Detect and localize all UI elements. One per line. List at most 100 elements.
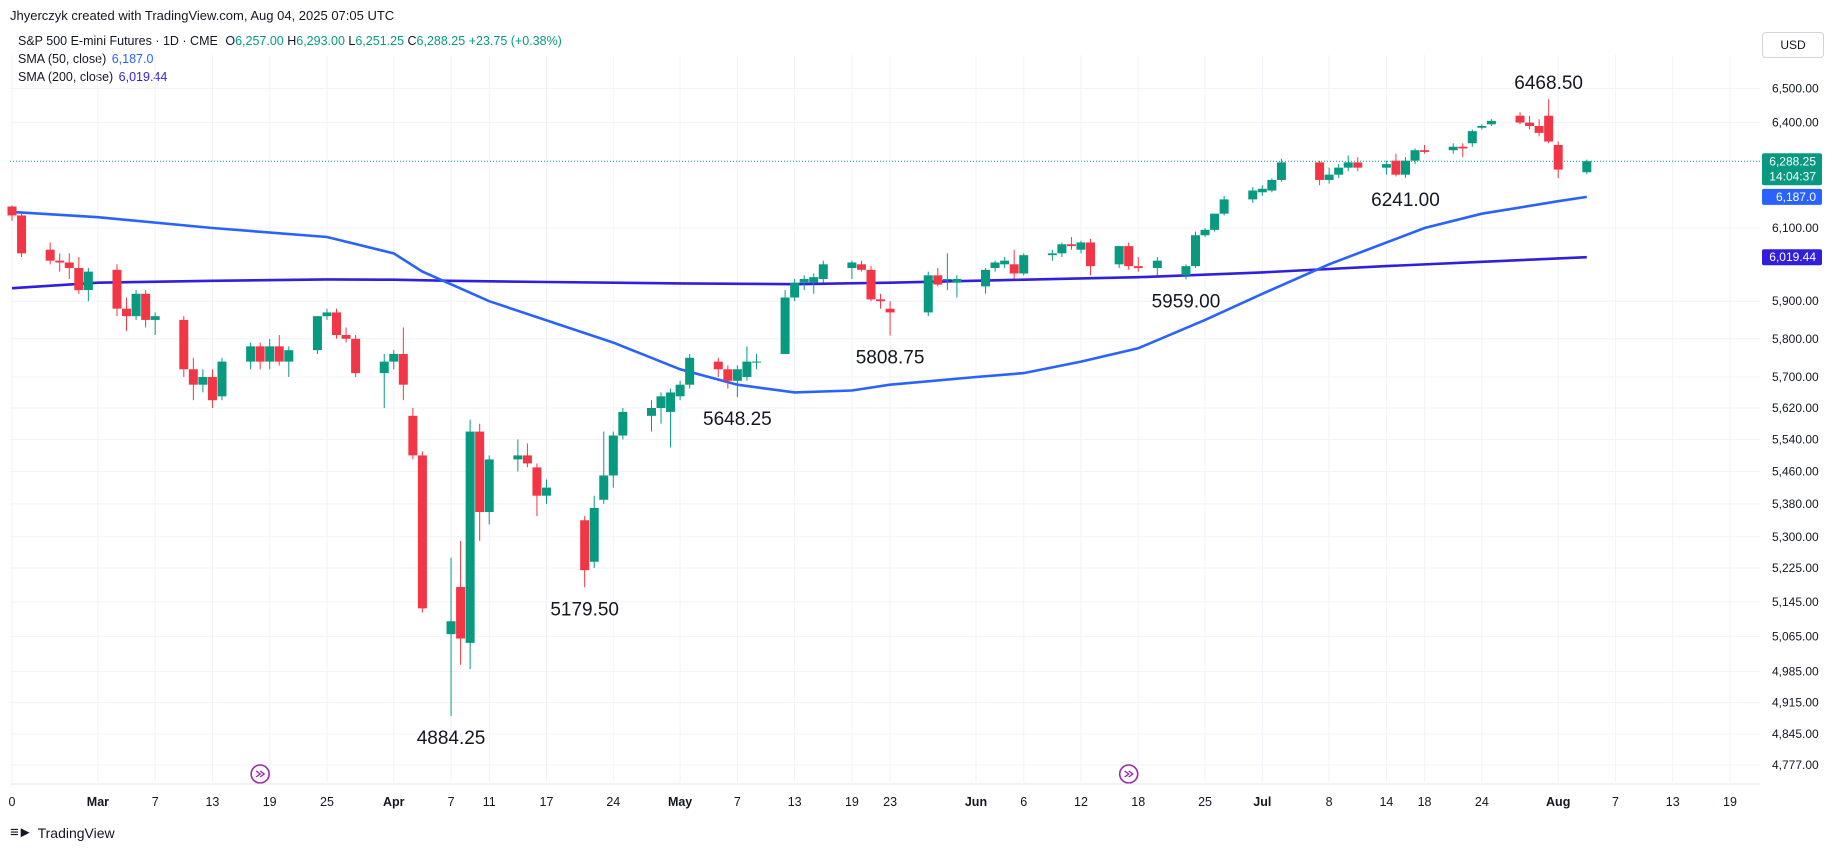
candle [131,290,141,320]
axis-price-label-text: 6,187.0 [1776,190,1816,204]
candle [274,334,284,366]
candle-body [933,275,943,285]
candle-body [608,435,618,476]
price-annotation: 6241.00 [1371,190,1440,211]
open-label: O [225,34,236,48]
candle-body [7,206,17,216]
price-axis-tick-label: 4,915.00 [1772,695,1819,709]
candle-body [1343,162,1353,168]
time-axis-tick-label: 12 [1074,795,1088,809]
candle-body [1219,199,1229,214]
candle-body [141,293,151,320]
candle-body [990,262,1000,268]
candle-body [1057,244,1067,254]
candle-body [17,215,27,254]
candle-body [1066,244,1076,247]
candle-body [732,369,742,381]
time-axis-tick-label: 18 [1131,795,1145,809]
candle-body [1200,229,1210,236]
candle-body [122,308,132,317]
candle [1343,155,1353,172]
change-value: +23.75 (+0.38%) [468,34,562,48]
candle-body [284,350,294,362]
candle [580,516,590,588]
price-axis-tick-label: 6,400.00 [1772,116,1819,130]
high-label: H [287,34,297,48]
price-annotation: 5179.50 [550,599,619,620]
candle [122,297,132,332]
time-axis-tick-label: 0 [9,795,16,809]
time-axis-tick-label: May [668,795,692,809]
candle-body [332,312,342,335]
candle-body [1047,253,1057,256]
price-annotation: 6468.50 [1514,73,1583,94]
candle-body [942,279,952,281]
event-marker-icon[interactable] [250,764,270,784]
candle [1582,159,1592,175]
time-axis: 0 Mar 7 13 19 25 Apr 7 11 17 24 May 7 13 19 23 Jun 6 12 18 2… [9,795,1737,809]
time-axis-tick-label: 17 [540,795,554,809]
candle-body [1086,242,1096,267]
candle-body [55,260,65,263]
grid-lines [10,55,1760,782]
time-axis-tick-label: 19 [1723,795,1737,809]
candle [541,479,551,504]
candle-body [1019,255,1029,274]
time-axis-tick-label: 7 [734,795,741,809]
candle [1544,99,1554,144]
candle [1076,240,1086,254]
candle-body [1534,126,1544,133]
axis-price-label-bg [1762,249,1822,266]
axis-price-label-text: 6,288.25 [1769,154,1816,168]
candle [847,260,857,280]
candle [465,419,475,670]
candle [246,342,256,370]
sma50-legend-row[interactable]: SMA (50, close) 6,187.0 [18,50,562,68]
price-axis-tick-label: 5,620.00 [1772,401,1819,415]
candle [666,388,676,448]
candle-body [1210,213,1220,230]
candle-body [981,269,991,287]
event-marker-icon[interactable] [1118,764,1139,784]
time-axis-tick-label: 24 [606,795,620,809]
candle-body [522,455,532,464]
candle [188,357,198,401]
open-value: 6,257.00 [235,34,284,48]
price-axis-tick-label: 6,100.00 [1772,221,1819,235]
time-axis-tick-label: 25 [1198,795,1212,809]
low-label: L [348,34,356,48]
candle-body [1076,242,1086,250]
candle-body [685,357,695,385]
candle-body [866,269,876,300]
time-axis-tick-label: Jun [965,795,987,809]
candle [675,380,685,401]
candle-body [1420,150,1430,152]
symbol-name[interactable]: S&P 500 E-mini Futures · 1D · CME [18,34,218,48]
candle-body [1009,264,1019,274]
axis-price-label-text: 6,019.44 [1769,250,1816,264]
price-axis-tick-label: 5,800.00 [1772,332,1819,346]
candle [265,338,275,370]
time-axis-tick-label: 11 [483,795,496,809]
candle [1047,249,1057,261]
price-annotation: 4884.25 [417,728,486,749]
event-marker-arrows [255,770,266,778]
candle [389,350,399,370]
candle-body [1248,190,1258,200]
candle-body [1515,115,1525,123]
tradingview-logo[interactable]: ≡► TradingView [10,824,115,841]
candle-body [408,415,418,456]
currency-button[interactable]: USD [1762,32,1824,58]
candle [513,439,523,472]
candle [1200,228,1210,238]
tradingview-logo-icon: ≡► [10,824,33,841]
candle-body [723,369,733,381]
candle-body [885,308,895,313]
price-annotation: 5648.25 [703,409,772,430]
candle-body [1267,179,1277,191]
candle [112,264,122,317]
time-axis-tick-label: 19 [263,795,277,809]
candle [284,346,294,377]
